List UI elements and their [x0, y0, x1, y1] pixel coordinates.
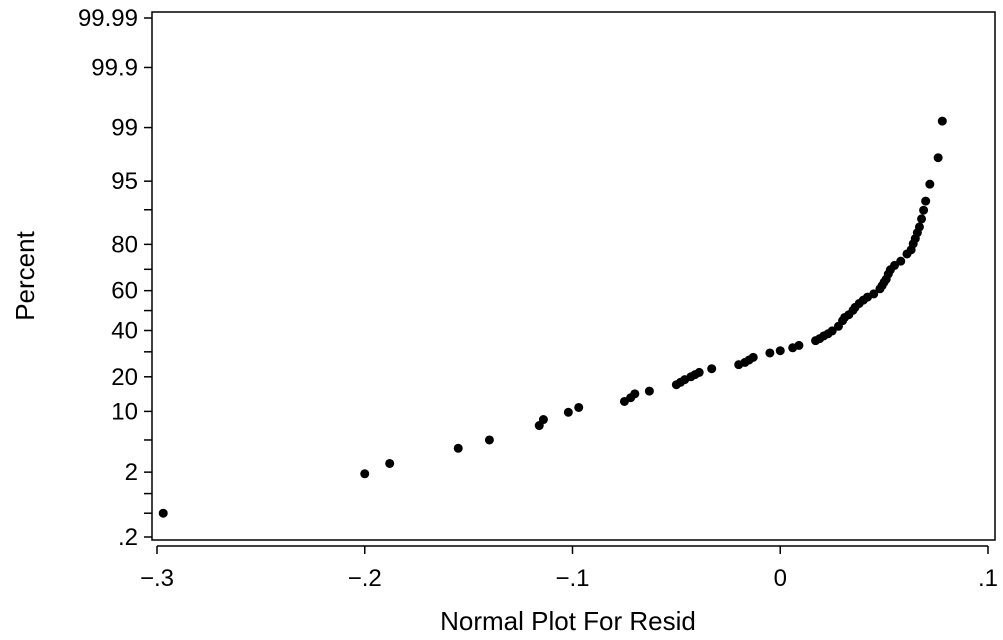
y-tick-label: 99 [111, 115, 138, 142]
data-point [574, 402, 584, 412]
y-tick-label: 95 [111, 168, 138, 195]
y-tick-label: 10 [111, 398, 138, 425]
y-axis-title: Percent [10, 230, 40, 320]
y-tick-label: 99.99 [78, 5, 138, 32]
x-axis: −.3 −.2 −.1 0 .1 [140, 545, 998, 592]
data-point [925, 179, 935, 189]
data-point [917, 214, 927, 224]
data-point [775, 346, 785, 356]
y-tick-label: .2 [118, 524, 138, 551]
x-tick-label: −.3 [140, 565, 174, 592]
data-point [563, 407, 573, 417]
data-point [914, 222, 924, 232]
data-point [707, 364, 717, 374]
plot-frame [151, 11, 996, 541]
data-point [765, 348, 775, 358]
y-tick-label: 20 [111, 364, 138, 391]
data-point [937, 116, 947, 126]
data-point [360, 469, 370, 479]
data-point [921, 196, 931, 206]
data-point [919, 205, 929, 215]
y-tick-label: 80 [111, 231, 138, 258]
y-tick-label: 60 [111, 278, 138, 305]
data-point [827, 326, 837, 336]
data-point [694, 367, 704, 377]
data-point [385, 458, 395, 468]
data-point [933, 153, 943, 163]
data-points [158, 116, 947, 518]
data-point [644, 386, 654, 396]
y-tick-label: 40 [111, 318, 138, 345]
data-point [158, 508, 168, 518]
data-point [538, 415, 548, 425]
y-axis: .2 2 10 20 40 60 80 95 99 99.9 99.99 [78, 5, 152, 551]
x-tick-label: .1 [978, 565, 998, 592]
x-tick-label: 0 [774, 565, 787, 592]
data-point [748, 352, 758, 362]
data-point [484, 435, 494, 445]
x-axis-title: Normal Plot For Resid [440, 606, 696, 636]
y-tick-label: 99.9 [91, 54, 138, 81]
data-point [869, 289, 879, 299]
x-tick-label: −.2 [348, 565, 382, 592]
y-tick-label: 2 [125, 459, 138, 486]
data-point [896, 256, 906, 266]
data-point [794, 340, 804, 350]
data-point [630, 389, 640, 399]
data-point [453, 443, 463, 453]
x-tick-label: −.1 [555, 565, 589, 592]
